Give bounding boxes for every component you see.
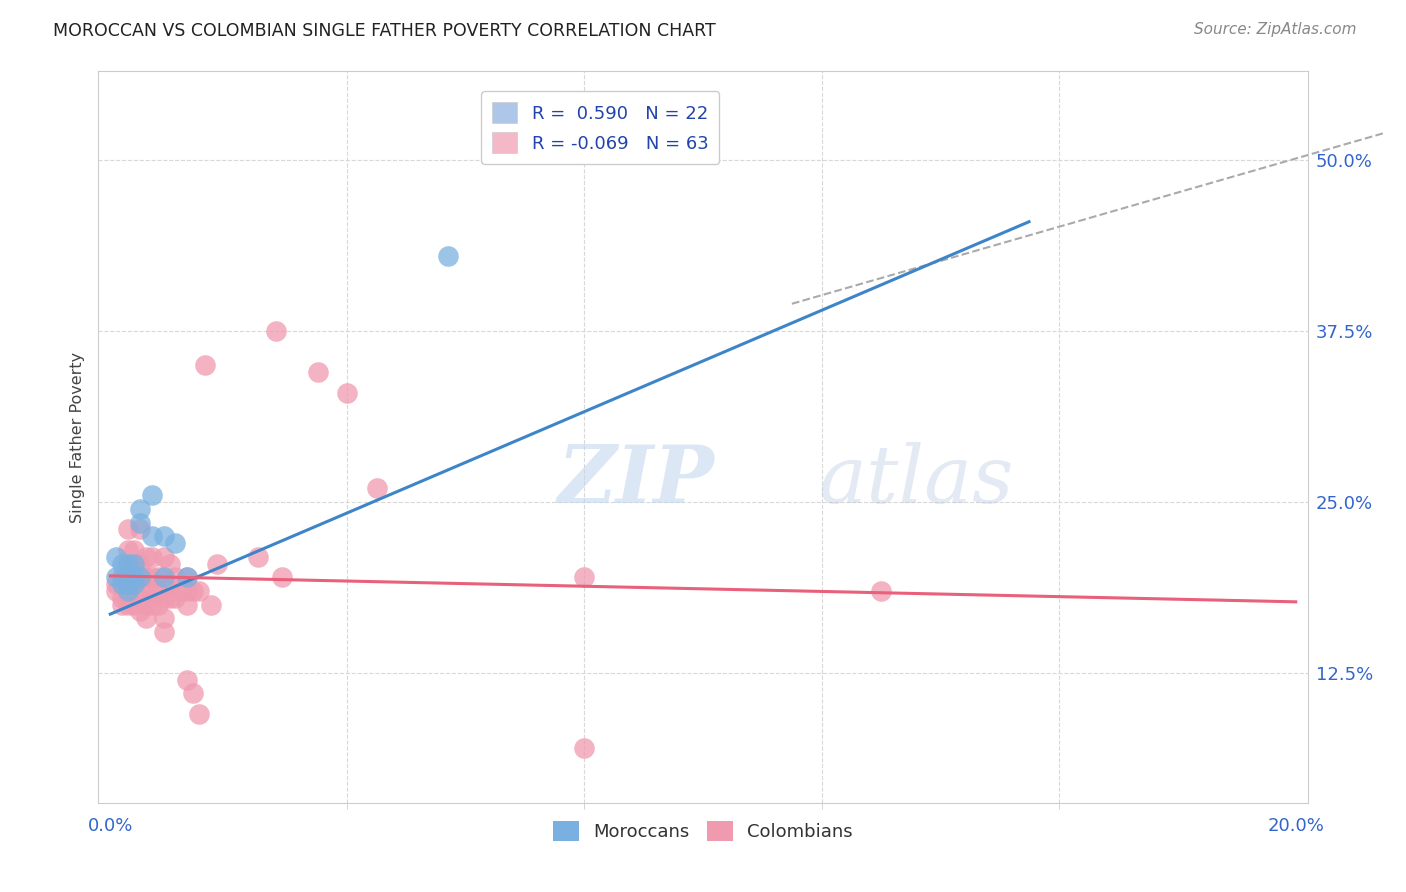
- Legend: Moroccans, Colombians: Moroccans, Colombians: [546, 814, 860, 848]
- Point: [117, 557, 139, 571]
- Point: [307, 365, 329, 379]
- Point: [188, 706, 211, 721]
- Point: [181, 583, 204, 598]
- Point: [117, 598, 139, 612]
- Text: Source: ZipAtlas.com: Source: ZipAtlas.com: [1194, 22, 1357, 37]
- Point: [122, 557, 145, 571]
- Point: [165, 570, 187, 584]
- Point: [117, 577, 139, 591]
- Point: [264, 324, 287, 338]
- Point: [135, 611, 157, 625]
- Point: [111, 570, 134, 584]
- Point: [141, 598, 163, 612]
- Point: [129, 557, 152, 571]
- Text: ZIP: ZIP: [558, 442, 714, 520]
- Point: [117, 522, 139, 536]
- Point: [205, 557, 228, 571]
- Point: [135, 570, 157, 584]
- Point: [200, 598, 222, 612]
- Point: [122, 557, 145, 571]
- Point: [247, 549, 270, 564]
- Point: [122, 570, 145, 584]
- Point: [146, 583, 169, 598]
- Point: [117, 542, 139, 557]
- Point: [117, 570, 139, 584]
- Point: [176, 598, 198, 612]
- Point: [366, 481, 388, 495]
- Point: [869, 583, 891, 598]
- Point: [117, 557, 139, 571]
- Y-axis label: Single Father Poverty: Single Father Poverty: [70, 351, 86, 523]
- Point: [165, 591, 187, 605]
- Point: [129, 570, 152, 584]
- Text: atlas: atlas: [818, 442, 1014, 520]
- Point: [188, 583, 211, 598]
- Point: [105, 570, 128, 584]
- Point: [141, 488, 163, 502]
- Point: [176, 570, 198, 584]
- Point: [129, 516, 152, 530]
- Point: [159, 577, 181, 591]
- Point: [146, 570, 169, 584]
- Point: [135, 549, 157, 564]
- Point: [117, 591, 139, 605]
- Text: MOROCCAN VS COLOMBIAN SINGLE FATHER POVERTY CORRELATION CHART: MOROCCAN VS COLOMBIAN SINGLE FATHER POVE…: [53, 22, 716, 40]
- Point: [159, 557, 181, 571]
- Point: [141, 549, 163, 564]
- Point: [152, 611, 174, 625]
- Point: [152, 591, 174, 605]
- Point: [105, 583, 128, 598]
- Point: [122, 542, 145, 557]
- Point: [135, 598, 157, 612]
- Point: [152, 624, 174, 639]
- Point: [122, 570, 145, 584]
- Point: [117, 577, 139, 591]
- Point: [152, 549, 174, 564]
- Point: [111, 598, 134, 612]
- Point: [159, 591, 181, 605]
- Point: [181, 686, 204, 700]
- Point: [122, 598, 145, 612]
- Point: [176, 673, 198, 687]
- Point: [111, 577, 134, 591]
- Point: [574, 570, 596, 584]
- Point: [135, 583, 157, 598]
- Point: [165, 536, 187, 550]
- Point: [122, 577, 145, 591]
- Point: [129, 522, 152, 536]
- Point: [176, 570, 198, 584]
- Point: [122, 583, 145, 598]
- Point: [105, 577, 128, 591]
- Point: [271, 570, 294, 584]
- Point: [574, 741, 596, 756]
- Point: [129, 570, 152, 584]
- Point: [176, 583, 198, 598]
- Point: [170, 583, 193, 598]
- Point: [111, 557, 134, 571]
- Point: [117, 583, 139, 598]
- Point: [129, 501, 152, 516]
- Point: [336, 385, 359, 400]
- Point: [152, 529, 174, 543]
- Point: [111, 591, 134, 605]
- Point: [105, 549, 128, 564]
- Point: [194, 359, 217, 373]
- Point: [141, 529, 163, 543]
- Point: [129, 591, 152, 605]
- Point: [111, 577, 134, 591]
- Point: [129, 604, 152, 618]
- Point: [152, 570, 174, 584]
- Point: [141, 583, 163, 598]
- Point: [437, 249, 460, 263]
- Point: [141, 570, 163, 584]
- Point: [146, 598, 169, 612]
